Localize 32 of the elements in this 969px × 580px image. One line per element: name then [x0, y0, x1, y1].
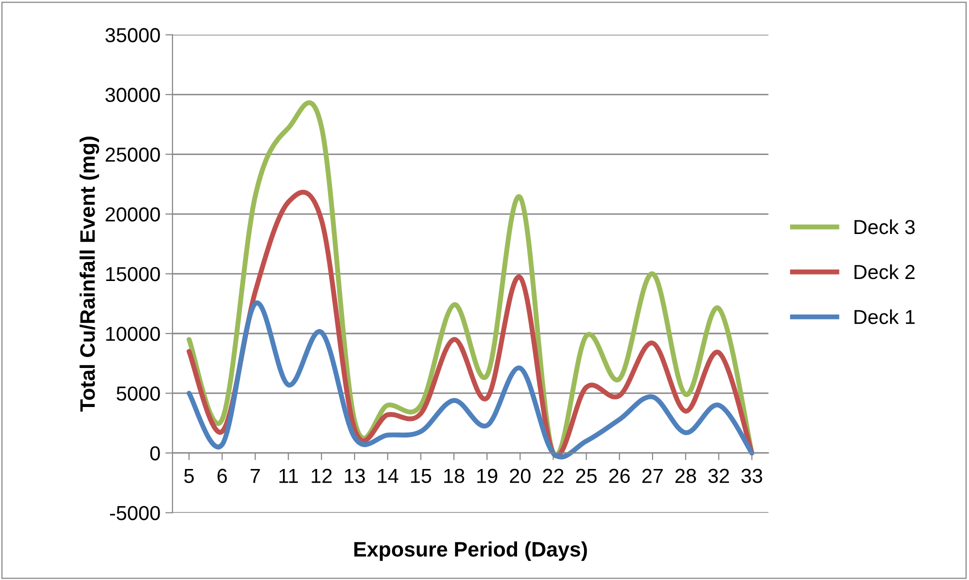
legend-label: Deck 1: [854, 309, 915, 324]
x-tick-label: 18: [444, 468, 464, 484]
x-tick-label: 13: [344, 468, 365, 484]
y-tick-label: -5000: [110, 506, 160, 520]
x-tick-label: 14: [378, 468, 398, 483]
x-tick-label: 27: [642, 468, 663, 483]
x-tick-label: 33: [741, 468, 762, 484]
x-axis-title: Exposure Period (Days): [354, 541, 587, 561]
x-tick-label: 32: [708, 468, 729, 484]
y-tick-label: 0: [150, 446, 160, 460]
y-tick-label: 5000: [116, 386, 160, 401]
x-tick-label: 20: [510, 468, 531, 484]
x-tick-label: 19: [477, 468, 498, 484]
y-tick-label: 35000: [105, 28, 160, 42]
x-tick-label: 15: [411, 468, 432, 484]
y-tick-label: 15000: [106, 266, 160, 282]
x-tick-label: 5: [184, 468, 194, 484]
x-tick-label: 7: [250, 468, 260, 483]
x-tick-label: 28: [675, 468, 696, 484]
x-tick-label: 6: [218, 468, 227, 484]
y-tick-label: 25000: [106, 148, 160, 162]
y-tick-label: 20000: [106, 207, 160, 222]
legend-label: Deck 2: [854, 264, 915, 280]
y-tick-label: 10000: [106, 326, 160, 341]
x-tick-label: 25: [576, 468, 597, 484]
x-tick-label: 22: [543, 468, 564, 483]
x-tick-label: 12: [312, 468, 332, 483]
y-axis-title: Total Cu/Rainfall Event (mg): [80, 136, 100, 412]
y-tick-label: 30000: [105, 88, 160, 102]
legend-label: Deck 3: [854, 219, 915, 234]
x-tick-label: 26: [609, 468, 630, 484]
x-tick-label: 11: [279, 468, 298, 483]
